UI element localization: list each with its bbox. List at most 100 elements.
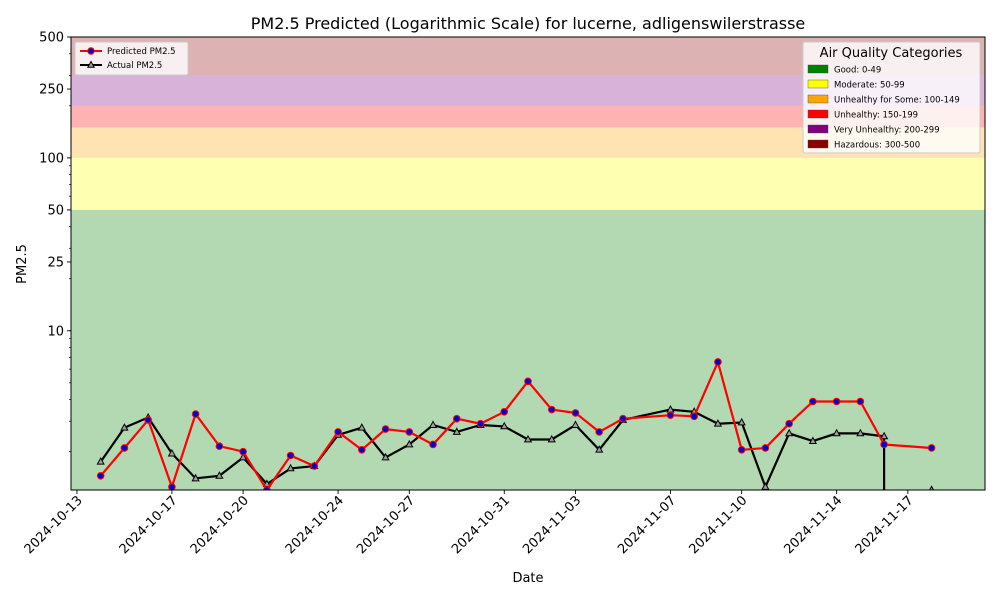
actual-point <box>238 452 248 461</box>
predicted-legend-marker <box>87 47 95 55</box>
aqi-legend-label: Good: 0-49 <box>834 66 881 76</box>
predicted-point <box>239 447 247 456</box>
actual-point <box>832 428 841 437</box>
x-tick-label: 2024-10-31 <box>449 493 513 557</box>
actual-point <box>879 431 889 440</box>
actual-legend-label: Actual PM2.5 <box>107 61 162 71</box>
aqi-legend-swatch <box>807 94 829 104</box>
predicted-point <box>144 416 152 424</box>
y-tick-label: 25 <box>47 255 64 270</box>
x-axis: 2024-10-13 2024-10-17 2024-10-20 2024-10-24… <box>22 490 917 557</box>
plot-frame <box>70 36 986 491</box>
aqi-legend: Air Quality Categories Good: 0-49 Moderat… <box>802 41 981 154</box>
x-tick-label: 2024-11-14 <box>781 493 845 557</box>
aqi-band <box>71 105 985 128</box>
series-layer <box>96 358 936 506</box>
predicted-point <box>286 451 295 460</box>
x-tick-label: 2024-10-20 <box>188 493 252 557</box>
actual-point <box>929 485 935 490</box>
predicted-point <box>785 419 793 428</box>
aqi-band <box>71 157 985 210</box>
predicted-point <box>761 444 770 452</box>
actual-point <box>96 457 105 465</box>
predicted-point <box>168 483 176 490</box>
actual-point <box>881 500 888 506</box>
predicted-point <box>334 428 342 436</box>
y-tick-label: 500 <box>39 31 64 46</box>
predicted-point <box>358 445 366 454</box>
actual-point <box>428 420 438 428</box>
actual-point <box>286 463 295 472</box>
predicted-point <box>595 428 604 436</box>
aqi-band <box>71 209 985 490</box>
predicted-point <box>856 397 865 406</box>
x-tick-label: 2024-11-10 <box>686 493 750 557</box>
predicted-line <box>99 358 932 490</box>
actual-point <box>547 434 556 443</box>
actual-point <box>357 423 366 431</box>
actual-point <box>191 473 200 482</box>
actual-point <box>856 428 865 437</box>
predicted-point <box>714 358 722 366</box>
predicted-point <box>263 486 271 490</box>
predicted-point <box>381 425 390 433</box>
x-tick-label: 2024-11-07 <box>615 493 679 557</box>
y-axis: 10 25 50 100 250 500 <box>39 31 71 452</box>
x-tick-label: 2024-10-17 <box>117 493 181 557</box>
predicted-point <box>809 397 817 406</box>
aqi-legend-swatch <box>807 64 829 74</box>
actual-point <box>784 428 794 437</box>
predicted-point <box>524 377 532 386</box>
actual-point <box>215 471 224 479</box>
aqi-legend-label: Hazardous: 300-500 <box>834 141 920 151</box>
predicted-point <box>405 428 414 436</box>
predicted-point <box>120 444 129 452</box>
y-tick-label: 100 <box>39 151 64 166</box>
aqi-legend-swatch <box>807 109 829 119</box>
series-legend-box <box>74 41 189 76</box>
predicted-point <box>429 440 437 449</box>
y-tick-label: 50 <box>47 203 64 218</box>
aqi-legend-swatch <box>807 79 829 89</box>
predicted-point <box>96 471 105 480</box>
predicted-point <box>880 440 888 449</box>
actual-point <box>523 434 533 443</box>
actual-point <box>381 452 390 461</box>
predicted-point <box>927 444 936 452</box>
predicted-point <box>547 405 556 414</box>
aqi-legend-label: Moderate: 50-99 <box>834 81 905 91</box>
predicted-point <box>215 442 224 451</box>
x-tick-label: 2024-10-27 <box>354 493 418 557</box>
actual-point <box>761 482 770 490</box>
actual-point <box>595 445 604 453</box>
predicted-point <box>191 410 200 418</box>
actual-point <box>808 436 818 445</box>
predicted-point <box>476 419 485 428</box>
actual-point <box>571 420 580 428</box>
aqi-legend-label: Very Unhealthy: 200-299 <box>834 126 940 136</box>
predicted-point <box>666 411 675 419</box>
x-tick-label: 2024-10-13 <box>22 493 86 557</box>
predicted-point <box>690 412 698 421</box>
predicted-point <box>832 397 841 406</box>
series-legend: Predicted PM2.5 Actual PM2.5 <box>74 41 189 76</box>
actual-point <box>737 417 746 426</box>
actual-point <box>500 421 509 430</box>
x-tick-label: 2024-11-03 <box>520 493 584 557</box>
x-axis-label: Date <box>512 571 543 586</box>
actual-point <box>452 427 461 435</box>
predicted-legend-label: Predicted PM2.5 <box>107 47 176 57</box>
aqi-legend-box <box>802 41 981 154</box>
y-axis-label: PM2.5 <box>15 244 30 284</box>
chart-title: PM2.5 Predicted (Logarithmic Scale) for … <box>251 14 806 33</box>
actual-point <box>405 439 414 448</box>
predicted-point <box>310 462 319 470</box>
predicted-point <box>619 414 627 423</box>
x-tick-label: 2024-11-17 <box>853 493 917 557</box>
predicted-point <box>500 407 509 416</box>
aqi-legend-swatch <box>807 124 829 134</box>
x-tick-label: 2024-10-24 <box>283 493 347 557</box>
aqi-legend-label: Unhealthy: 150-199 <box>834 111 918 121</box>
